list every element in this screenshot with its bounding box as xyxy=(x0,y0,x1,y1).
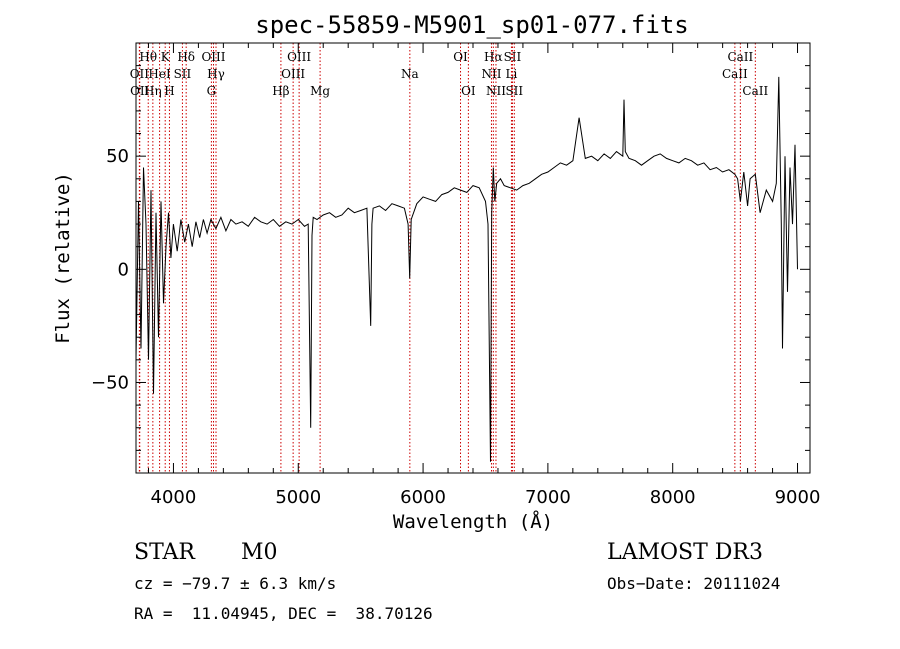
line-marker-label: SII xyxy=(505,84,523,98)
line-marker-label: Mg xyxy=(310,84,330,98)
line-marker-label: CaII xyxy=(742,84,768,98)
y-axis-label: Flux (relative) xyxy=(52,172,74,344)
line-marker-label: Li xyxy=(506,67,518,81)
line-marker-label: Hθ xyxy=(139,50,157,64)
line-marker-label: HeI xyxy=(148,67,171,81)
chart-title: spec-55859-M5901_sp01-077.fits xyxy=(255,11,688,39)
line-marker-label: NII xyxy=(481,67,501,81)
redshift-text: cz = −79.7 ± 6.3 km/s xyxy=(134,574,337,593)
line-marker-label: Hγ xyxy=(207,67,225,81)
x-tick-label: 4000 xyxy=(151,487,197,508)
x-tick-label: 8000 xyxy=(650,487,696,508)
obs-date-text: Obs−Date: 20111024 xyxy=(607,574,781,593)
x-tick-label: 5000 xyxy=(275,487,321,508)
line-marker-label: OI xyxy=(453,50,468,64)
y-tick-label: 0 xyxy=(118,259,129,280)
survey-name: LAMOST DR3 xyxy=(607,540,763,565)
line-marker-label: SII xyxy=(504,50,522,64)
line-marker-label: Hδ xyxy=(177,50,195,64)
plot-area xyxy=(135,76,798,462)
line-marker-label: K xyxy=(161,50,171,64)
line-marker-label: OIII xyxy=(201,50,225,64)
x-tick-label: 7000 xyxy=(525,487,571,508)
line-marker-label: OII xyxy=(130,67,150,81)
spectral-line-markers: OIIOIIHθHηHeIKHSIIHδGOIIIHγHβOIIIOIIIMgN… xyxy=(130,43,768,473)
line-marker-label: NII xyxy=(486,84,506,98)
x-axis-label: Wavelength (Å) xyxy=(393,510,553,533)
line-marker-label: H xyxy=(164,84,174,98)
object-class: STAR xyxy=(134,540,195,565)
x-tick-label: 6000 xyxy=(400,487,446,508)
line-marker-label: OIII xyxy=(287,50,311,64)
line-marker-label: G xyxy=(207,84,217,98)
line-marker-label: OI xyxy=(461,84,476,98)
x-tick-label: 9000 xyxy=(775,487,821,508)
line-marker-label: Hα xyxy=(484,50,503,64)
axis-ticks: 4000 5000 6000 7000 8000 9000 −50 0 50 xyxy=(91,42,821,508)
line-marker-label: SII xyxy=(174,67,192,81)
line-marker-label: Hβ xyxy=(272,84,289,98)
line-marker-label: Na xyxy=(401,67,419,81)
line-marker-label: Hη xyxy=(144,84,162,98)
coordinates-text: RA = 11.04945, DEC = 38.70126 xyxy=(134,604,433,623)
line-marker-label: CaII xyxy=(722,67,748,81)
y-tick-label: 50 xyxy=(106,146,129,167)
plot-frame xyxy=(135,42,811,474)
line-marker-label: CaII xyxy=(727,50,753,64)
object-subclass: M0 xyxy=(241,540,278,565)
series-line-flux xyxy=(135,76,798,462)
line-marker-label: OII xyxy=(130,84,150,98)
y-tick-label: −50 xyxy=(91,372,129,393)
line-marker-label: OIII xyxy=(281,67,305,81)
